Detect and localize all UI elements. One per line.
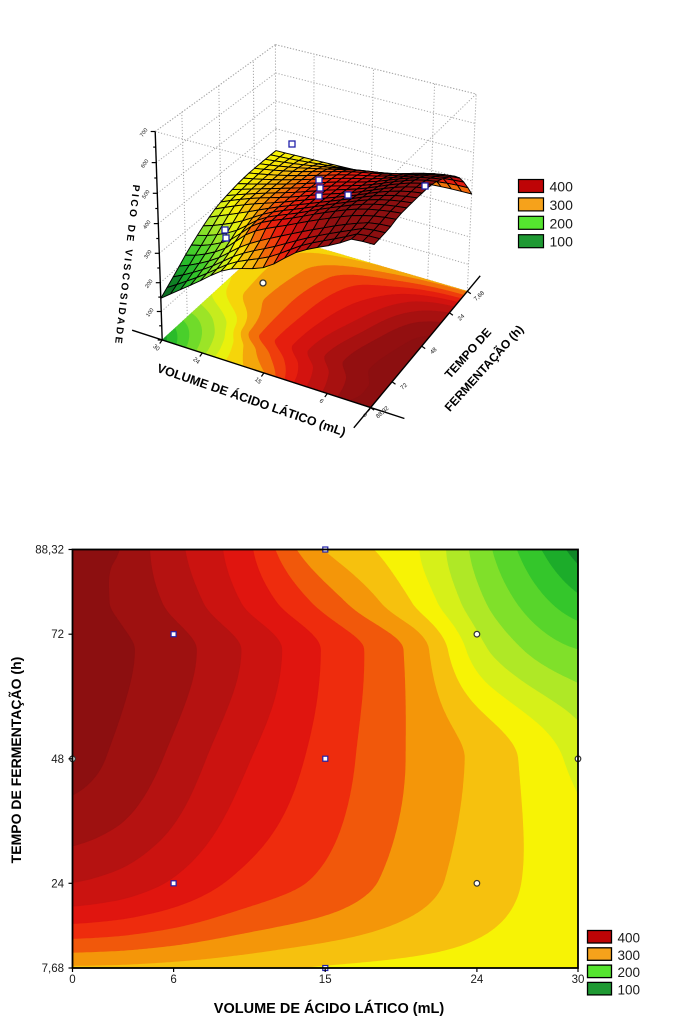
svg-text:48: 48 — [51, 754, 64, 766]
svg-text:88,32: 88,32 — [35, 545, 64, 557]
svg-text:200: 200 — [618, 965, 641, 980]
svg-text:7,68: 7,68 — [42, 963, 64, 975]
svg-text:400: 400 — [618, 931, 641, 946]
svg-text:15: 15 — [319, 974, 332, 986]
svg-text:24: 24 — [471, 974, 484, 986]
svg-text:100: 100 — [618, 982, 641, 997]
svg-text:6: 6 — [318, 398, 325, 405]
svg-text:24: 24 — [191, 357, 200, 366]
svg-text:30: 30 — [151, 344, 160, 353]
svg-text:200: 200 — [550, 215, 574, 231]
svg-text:72: 72 — [400, 382, 409, 391]
svg-text:300: 300 — [143, 249, 153, 260]
svg-text:VOLUME DE ÁCIDO LÁTICO (mL): VOLUME DE ÁCIDO LÁTICO (mL) — [214, 1000, 445, 1017]
svg-text:24: 24 — [457, 313, 466, 322]
svg-text:300: 300 — [550, 197, 574, 213]
svg-text:200: 200 — [144, 279, 154, 290]
svg-text:48: 48 — [430, 346, 439, 355]
svg-text:100: 100 — [145, 307, 155, 318]
svg-text:300: 300 — [618, 948, 641, 963]
svg-text:400: 400 — [550, 179, 574, 195]
svg-text:TEMPO DE FERMENTAÇÃO (h): TEMPO DE FERMENTAÇÃO (h) — [7, 657, 24, 864]
svg-text:6: 6 — [170, 974, 176, 986]
svg-text:500: 500 — [141, 189, 151, 200]
svg-text:700: 700 — [139, 127, 149, 138]
svg-text:30: 30 — [572, 974, 585, 986]
svg-text:24: 24 — [51, 878, 64, 890]
svg-text:15: 15 — [253, 377, 262, 386]
svg-text:0: 0 — [69, 974, 75, 986]
svg-text:400: 400 — [142, 220, 152, 231]
svg-text:600: 600 — [140, 159, 150, 170]
svg-text:100: 100 — [550, 234, 574, 250]
svg-text:0: 0 — [361, 412, 368, 419]
svg-text:72: 72 — [51, 629, 64, 641]
